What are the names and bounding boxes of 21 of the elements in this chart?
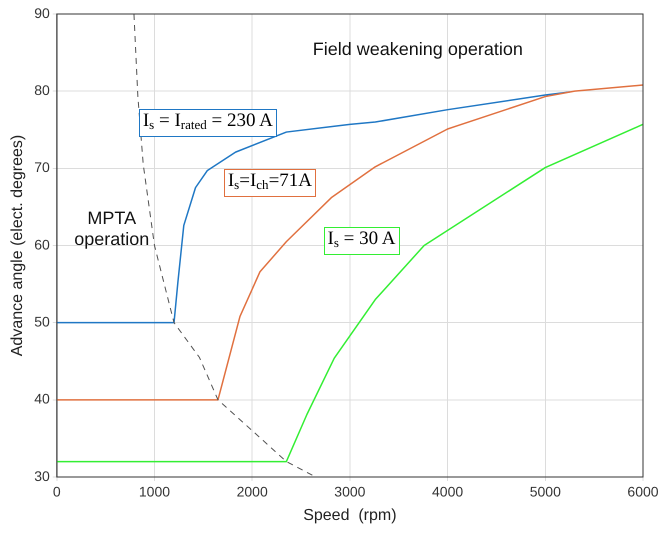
x-tick-label: 2000 [236,483,268,500]
series-label: I$_{s}$ = I$_{rated}$ = 230 A [138,108,277,137]
y-tick-label: 80 [34,82,50,98]
x-tick-label: 6000 [627,483,659,500]
y-tick-label: 70 [34,159,50,176]
annotation: Field weakening operation [312,39,524,60]
series-label: I$_{s}$=I$_{ch}$=71A [224,169,316,198]
x-axis-title: Speed (rpm) [303,506,397,524]
x-tick-label: 0 [52,483,61,500]
y-tick-label: 60 [34,236,50,252]
y-tick-label: 30 [34,468,50,484]
x-tick-label: 5000 [530,483,562,500]
y-tick-label: 40 [34,390,50,407]
series-label: I$_{s}$ = 30 A [324,226,400,255]
annotation: MPTA operation [73,208,150,250]
y-tick-label: 50 [34,314,50,330]
y-axis-title: Advance angle (elect. degrees) [9,134,26,356]
y-tick-label: 90 [34,4,50,21]
x-tick-label: 4000 [432,483,464,500]
x-tick-label: 3000 [334,483,366,500]
x-tick-label: 1000 [138,483,170,500]
